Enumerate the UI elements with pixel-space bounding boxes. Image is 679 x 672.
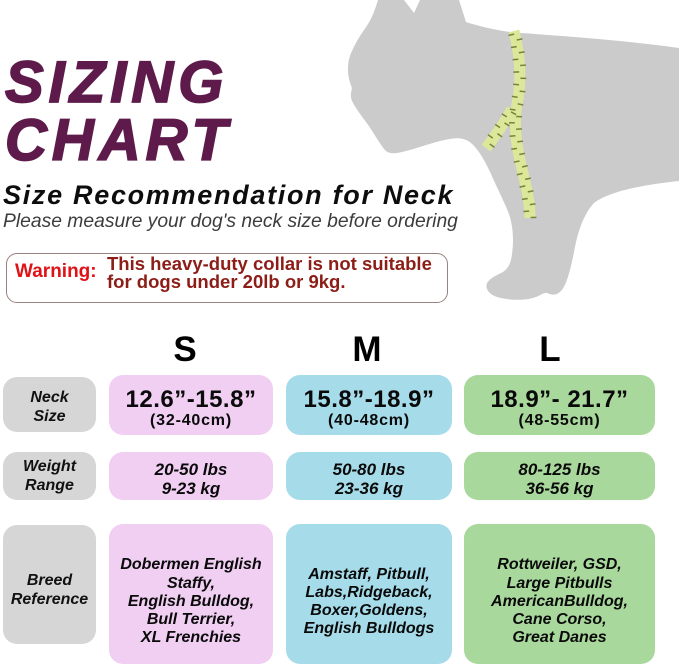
subtitle: Size Recommendation for Neck [3,180,455,210]
row-label-weight-range: Weight Range [3,452,96,500]
breed-reference-m-text: Amstaff, Pitbull, Labs,Ridgeback, Boxer,… [303,565,435,638]
weight-range-cell-m: 50-80 lbs 23-36 kg [286,452,452,500]
neck-size-cell-m: 15.8”-18.9” (40-48cm) [286,375,452,435]
breed-reference-cell-m: Amstaff, Pitbull, Labs,Ridgeback, Boxer,… [286,524,452,664]
breed-reference-cell-s: Dobermen English Staffy, English Bulldog… [109,524,273,664]
neck-size-l-cm: (48-55cm) [518,411,601,429]
measuring-tape [481,29,537,219]
neck-size-s-cm: (32-40cm) [150,411,232,429]
neck-size-l-inches: 18.9”- 21.7” [490,385,629,413]
warning-text: This heavy-duty collar is not suitable f… [107,253,432,292]
weight-range-l-text: 80-125 lbs 36-56 kg [518,459,601,499]
weight-range-cell-s: 20-50 lbs 9-23 kg [109,452,273,500]
dog-silhouette-illustration [348,0,679,300]
measure-note: Please measure your dog's neck size befo… [3,211,458,232]
neck-size-s-inches: 12.6”-15.8” [125,385,257,413]
neck-size-m-inches: 15.8”-18.9” [303,385,435,413]
weight-range-cell-l: 80-125 lbs 36-56 kg [464,452,655,500]
page-title: SIZING CHART [4,50,232,173]
weight-range-m-text: 50-80 lbs 23-36 kg [332,459,406,499]
neck-size-cell-l: 18.9”- 21.7” (48-55cm) [464,375,655,435]
column-header-l: L [539,330,561,369]
weight-range-s-text: 20-50 lbs 9-23 kg [154,459,228,499]
neck-size-m-cm: (40-48cm) [328,411,410,429]
warning-box: Warning: This heavy-duty collar is not s… [6,253,448,303]
row-label-breed-reference: Breed Reference [3,525,96,644]
column-header-m: M [352,330,382,369]
warning-label: Warning: [15,260,97,282]
breed-reference-cell-l: Rottweiler, GSD, Large Pitbulls American… [464,524,655,664]
row-label-neck-size: Neck Size [3,377,96,432]
breed-reference-s-text: Dobermen English Staffy, English Bulldog… [120,556,262,647]
column-header-s: S [173,330,197,369]
breed-reference-l-text: Rottweiler, GSD, Large Pitbulls American… [491,556,628,647]
neck-size-cell-s: 12.6”-15.8” (32-40cm) [109,375,273,435]
